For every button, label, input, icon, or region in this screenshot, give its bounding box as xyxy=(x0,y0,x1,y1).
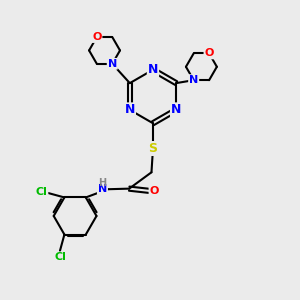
Text: N: N xyxy=(124,103,135,116)
Text: H: H xyxy=(98,178,106,188)
Text: N: N xyxy=(148,63,158,76)
Text: O: O xyxy=(149,186,159,196)
Text: O: O xyxy=(204,48,214,59)
Text: Cl: Cl xyxy=(36,188,47,197)
Text: S: S xyxy=(148,142,158,155)
Text: Cl: Cl xyxy=(54,252,66,262)
Text: N: N xyxy=(98,184,107,194)
Text: N: N xyxy=(108,59,117,69)
Text: N: N xyxy=(189,75,198,85)
Text: O: O xyxy=(92,32,101,42)
Text: N: N xyxy=(171,103,181,116)
